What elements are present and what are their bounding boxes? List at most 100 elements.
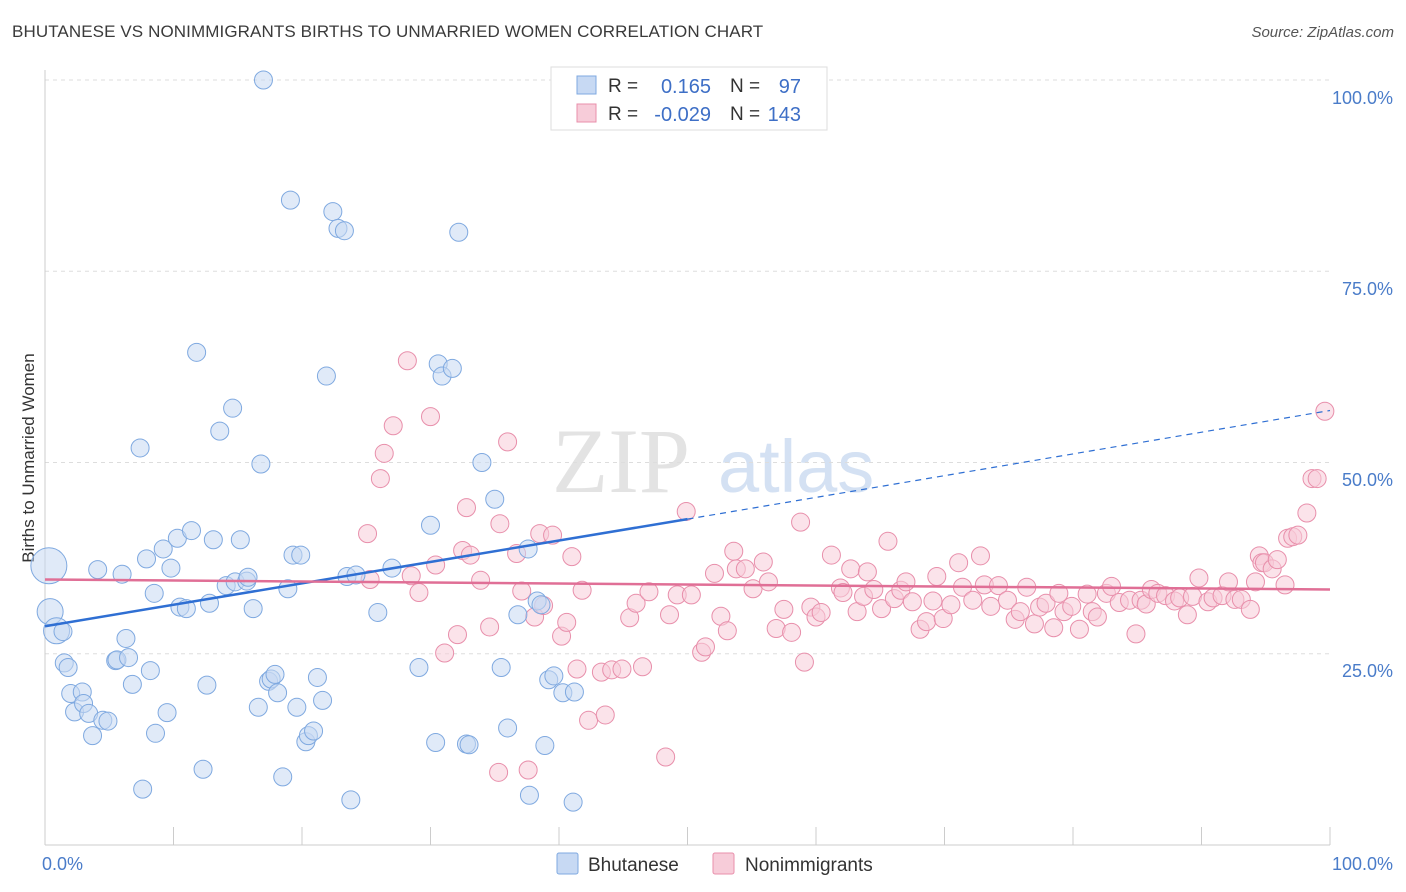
nonimmigrants-point-96 xyxy=(1024,614,1044,634)
bhutanese-point-65 xyxy=(316,366,336,386)
nonimmigrants-point-88 xyxy=(970,546,990,566)
legend-label-bhutanese: Bhutanese xyxy=(588,855,679,876)
y-tick-label-75: 75.0% xyxy=(1342,279,1393,299)
bhutanese-point-94 xyxy=(544,666,564,686)
chart-title: BHUTANESE VS NONIMMIGRANTS BIRTHS TO UNM… xyxy=(12,22,764,41)
nonimmigrants-point-77 xyxy=(896,572,916,592)
nonimmigrants-point-99 xyxy=(1044,618,1064,638)
bhutanese-n-value: 97 xyxy=(779,76,801,98)
nonimmigrants-point-64 xyxy=(811,602,831,622)
nonimmigrants-point-84 xyxy=(941,595,961,615)
nonimmigrants-point-119 xyxy=(1177,605,1197,625)
legend-label-nonimmigrants: Nonimmigrants xyxy=(745,855,873,876)
nonimmigrants-point-2 xyxy=(370,469,390,489)
bhutanese-trend-extension xyxy=(687,409,1331,520)
bhutanese-point-84 xyxy=(485,489,505,509)
bhutanese-point-24 xyxy=(140,661,160,681)
x-axis-ticks xyxy=(44,827,1331,845)
nonimmigrants-point-108 xyxy=(1102,576,1122,596)
stats-legend: R = 0.165 N = 97 R = -0.029 N = 143 xyxy=(550,66,828,131)
bhutanese-point-23 xyxy=(137,549,157,569)
legend-swatch-bhutanese xyxy=(556,852,579,875)
nonimmigrants-n-value: 143 xyxy=(768,104,801,126)
bhutanese-point-35 xyxy=(193,759,213,779)
bhutanese-point-87 xyxy=(508,605,528,625)
trend-lines xyxy=(44,409,1331,628)
nonimmigrants-point-45 xyxy=(681,585,701,605)
nonimmigrants-point-94 xyxy=(1010,602,1030,622)
x-tick-label-0: 0.0% xyxy=(42,854,83,874)
nonimmigrants-point-9 xyxy=(426,555,446,575)
bhutanese-point-27 xyxy=(153,539,173,559)
nonimmigrants-point-41 xyxy=(656,747,676,767)
bhutanese-point-82 xyxy=(459,735,479,755)
nonimmigrants-point-129 xyxy=(1245,572,1265,592)
nonimmigrants-point-38 xyxy=(626,593,646,613)
nonimmigrants-point-50 xyxy=(717,621,737,641)
bhutanese-point-88 xyxy=(518,539,538,559)
bhutanese-point-48 xyxy=(251,454,271,474)
nonimmigrants-point-139 xyxy=(1297,503,1317,523)
y-tick-label-25: 25.0% xyxy=(1342,661,1393,681)
nonimmigrants-point-74 xyxy=(878,531,898,551)
nonimmigrants-point-134 xyxy=(1267,550,1287,570)
nonimmigrants-point-17 xyxy=(489,762,509,782)
bhutanese-point-25 xyxy=(144,583,164,603)
nonimmigrants-point-73 xyxy=(872,599,892,619)
x-tick-label-100: 100.0% xyxy=(1332,854,1393,874)
nonimmigrants-point-39 xyxy=(633,657,653,677)
bhutanese-point-11 xyxy=(83,726,103,746)
bhutanese-point-22 xyxy=(133,779,153,799)
nonimmigrants-point-103 xyxy=(1069,619,1089,639)
bhutanese-point-53 xyxy=(268,683,288,703)
nonimmigrants-point-104 xyxy=(1077,584,1097,604)
nonimmigrants-point-34 xyxy=(595,705,615,725)
bhutanese-points xyxy=(30,70,584,812)
nonimmigrants-point-48 xyxy=(704,563,724,583)
bhutanese-point-41 xyxy=(223,398,243,418)
bhutanese-point-20 xyxy=(122,674,142,694)
bhutanese-r-label: R = xyxy=(608,76,638,97)
bhutanese-point-70 xyxy=(341,790,361,810)
nonimmigrants-point-106 xyxy=(1087,607,1107,627)
bhutanese-point-18 xyxy=(116,628,136,648)
nonimmigrants-point-53 xyxy=(735,559,755,579)
nonimmigrants-point-121 xyxy=(1189,568,1209,588)
bhutanese-point-19 xyxy=(119,648,139,668)
bhutanese-point-79 xyxy=(442,358,462,378)
nonimmigrants-point-8 xyxy=(421,407,440,427)
bhutanese-r-value: 0.165 xyxy=(661,76,711,98)
nonimmigrants-point-59 xyxy=(782,622,802,642)
nonimmigrants-point-87 xyxy=(963,590,983,610)
nonimmigrants-point-47 xyxy=(695,637,715,657)
bhutanese-point-26 xyxy=(146,723,166,743)
nonimmigrants-trend-line xyxy=(44,578,1331,591)
nonimmigrants-point-85 xyxy=(949,553,969,573)
bhutanese-point-28 xyxy=(157,703,177,723)
nonimmigrants-point-90 xyxy=(981,596,1001,616)
bhutanese-point-72 xyxy=(368,602,388,622)
bhutanese-point-68 xyxy=(334,221,354,241)
bhutanese-point-52 xyxy=(265,664,285,684)
bhutanese-point-36 xyxy=(197,675,217,695)
nonimmigrants-swatch xyxy=(576,103,597,123)
nonimmigrants-point-30 xyxy=(567,659,587,679)
nonimmigrants-point-78 xyxy=(902,592,922,612)
nonimmigrants-point-98 xyxy=(1036,593,1056,613)
nonimmigrants-point-28 xyxy=(557,612,577,632)
bhutanese-point-76 xyxy=(426,732,446,752)
source-label: Source: ZipAtlas.com xyxy=(1251,24,1394,41)
bhutanese-point-43 xyxy=(230,530,250,550)
nonimmigrants-point-92 xyxy=(997,590,1017,610)
bhutanese-point-62 xyxy=(304,721,324,741)
nonimmigrants-point-32 xyxy=(579,710,599,730)
bhutanese-point-29 xyxy=(161,558,181,578)
nonimmigrants-point-58 xyxy=(774,599,794,619)
bhutanese-point-14 xyxy=(98,711,118,731)
nonimmigrants-point-141 xyxy=(1307,469,1327,489)
bhutanese-point-63 xyxy=(307,667,327,687)
nonimmigrants-point-56 xyxy=(758,572,778,592)
bhutanese-point-34 xyxy=(187,342,207,362)
nonimmigrants-point-111 xyxy=(1126,624,1146,644)
watermark-zip: ZIP xyxy=(552,410,690,512)
